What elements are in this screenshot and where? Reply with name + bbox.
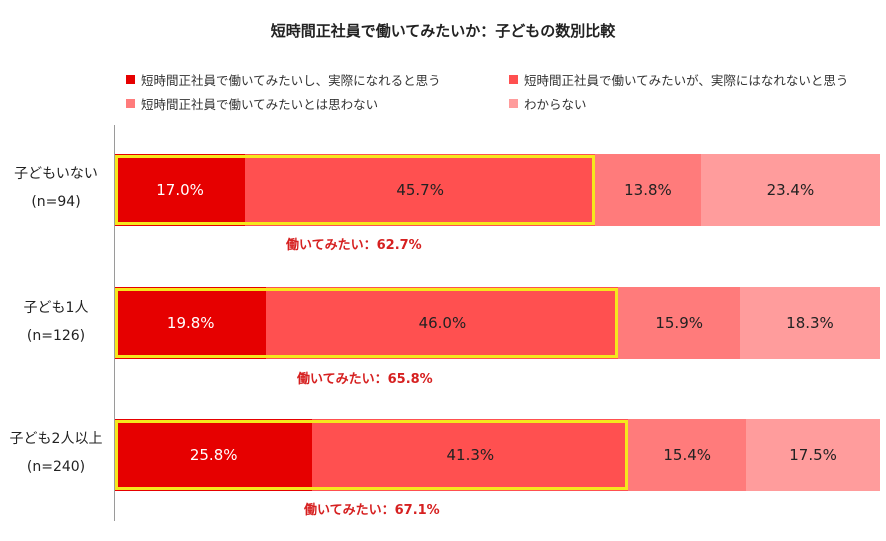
legend-item-3: 短時間正社員で働いてみたいとは思わない <box>126 94 378 113</box>
legend-label-3: 短時間正社員で働いてみたいとは思わない <box>141 97 379 112</box>
bar-segment-2-4: 18.3% <box>740 287 880 359</box>
legend-label-1: 短時間正社員で働いてみたいし、実際になれると思う <box>141 73 441 88</box>
bar-row-2: 19.8% 46.0% 15.9% 18.3% <box>115 287 880 359</box>
bar-segment-2-2: 46.0% <box>266 287 619 359</box>
category-label-2: 子ども1人 <box>23 300 89 316</box>
category-label-3: 子ども2人以上 <box>9 431 103 447</box>
bar-row-3: 25.8% 41.3% 15.4% 17.5% <box>115 419 880 491</box>
legend-swatch-1 <box>126 75 135 84</box>
sum-label-1: 働いてみたい：62.7% <box>286 238 422 253</box>
sum-label-2: 働いてみたい：65.8% <box>297 372 433 387</box>
bar-segment-1-4: 23.4% <box>700 154 880 226</box>
category-n-1: (n=94) <box>31 194 81 210</box>
legend-swatch-3 <box>126 99 135 108</box>
category-n-3: (n=240) <box>26 459 86 475</box>
bar-segment-3-3: 15.4% <box>628 419 747 491</box>
bar-segment-1-2: 45.7% <box>245 154 596 226</box>
category-label-1: 子どもいない <box>14 166 98 182</box>
bar-segment-2-1: 19.8% <box>115 287 267 359</box>
bar-segment-3-4: 17.5% <box>746 419 880 491</box>
bar-segment-1-1: 17.0% <box>115 154 246 226</box>
category-n-2: (n=126) <box>26 328 86 344</box>
bar-segment-2-3: 15.9% <box>618 287 740 359</box>
category-axis-line <box>114 125 115 521</box>
legend-swatch-2 <box>509 75 518 84</box>
sum-label-3: 働いてみたい：67.1% <box>304 503 440 518</box>
bar-row-1: 17.0% 45.7% 13.8% 23.4% <box>115 154 880 226</box>
legend-swatch-4 <box>509 99 518 108</box>
bar-segment-3-2: 41.3% <box>312 419 629 491</box>
bar-segment-3-1: 25.8% <box>115 419 313 491</box>
chart-title: 短時間正社員で働いてみたいか：子どもの数別比較 <box>270 22 616 40</box>
bar-segment-1-3: 13.8% <box>595 154 701 226</box>
legend-label-2: 短時間正社員で働いてみたいが、実際にはなれないと思う <box>524 73 849 88</box>
legend: 短時間正社員で働いてみたいし、実際になれると思う 短時間正社員で働いてみたいが、… <box>126 70 886 118</box>
legend-item-1: 短時間正社員で働いてみたいし、実際になれると思う <box>126 70 441 89</box>
legend-item-2: 短時間正社員で働いてみたいが、実際にはなれないと思う <box>509 70 848 89</box>
legend-label-4: わからない <box>524 97 587 112</box>
legend-item-4: わからない <box>509 94 587 113</box>
